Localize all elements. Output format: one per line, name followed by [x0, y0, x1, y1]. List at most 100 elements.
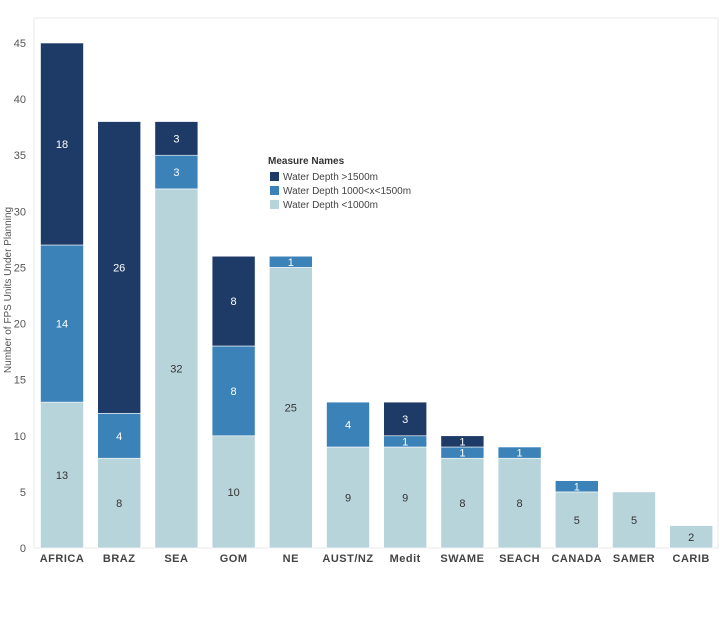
y-tick-label: 40	[14, 94, 26, 106]
data-label: 4	[116, 431, 122, 443]
data-label: 9	[345, 493, 351, 505]
bar-segment	[154, 121, 199, 156]
legend-swatch	[270, 200, 279, 209]
x-tick-label: NE	[283, 553, 299, 565]
x-tick-label: CARIB	[673, 553, 710, 565]
bar-stack: 10 8 8	[211, 255, 256, 549]
bar-segment	[268, 267, 313, 549]
data-label: 1	[517, 448, 523, 460]
x-axis: AFRICA BRAZ SEA GOM NE AUST/NZ Medit SWAME SEACH…	[40, 553, 710, 565]
bar-stack: 94	[326, 401, 370, 549]
x-tick-label: AUST/NZ	[322, 553, 373, 565]
data-label: 9	[402, 493, 408, 505]
y-axis: 0 5 10 15 20 25 30 35 40 45	[14, 38, 26, 555]
y-tick-label: 15	[14, 375, 26, 387]
data-label: 14	[56, 319, 68, 331]
bar-stack: 13 14 18	[40, 42, 84, 549]
bar-segment	[97, 121, 141, 414]
data-label: 3	[402, 414, 408, 426]
x-tick-label: BRAZ	[103, 553, 136, 565]
bar-segment	[326, 401, 370, 448]
data-label: 2	[688, 532, 694, 544]
y-tick-label: 10	[14, 431, 26, 443]
bar-segment	[383, 446, 428, 549]
bar-segment	[440, 435, 485, 448]
bar-stack: 8 11	[440, 435, 485, 549]
bar-segment	[40, 244, 84, 403]
y-tick-label: 0	[20, 543, 26, 555]
y-tick-label: 5	[20, 487, 26, 499]
data-label: 1	[459, 436, 465, 448]
bar-stack: 51	[554, 480, 599, 549]
bar-segment	[497, 446, 542, 459]
bar-segment	[554, 480, 599, 493]
data-label: 1	[459, 448, 465, 460]
bar-segment	[612, 491, 656, 549]
data-label: 8	[231, 386, 237, 398]
bar-segment	[97, 413, 141, 459]
bar-segment	[268, 255, 313, 268]
data-label: 3	[173, 133, 179, 145]
data-label: 4	[345, 420, 351, 432]
data-label: 3	[173, 167, 179, 179]
y-tick-label: 20	[14, 319, 26, 331]
legend-swatch	[270, 172, 279, 181]
data-label: 5	[631, 515, 637, 527]
bar-stack: 8 4 26	[97, 121, 141, 549]
data-label: 8	[517, 498, 523, 510]
data-label: 10	[227, 487, 239, 499]
data-label: 25	[285, 403, 297, 415]
bar-segment	[211, 345, 256, 437]
x-tick-label: CANADA	[551, 553, 602, 565]
data-label: 8	[459, 498, 465, 510]
data-label: 5	[574, 515, 580, 527]
bar-stack: 5	[612, 491, 656, 549]
data-label: 26	[113, 262, 125, 274]
x-tick-label: SEACH	[499, 553, 540, 565]
x-tick-label: SEA	[164, 553, 188, 565]
y-tick-label: 25	[14, 262, 26, 274]
data-label: 13	[56, 470, 68, 482]
bar-segment	[554, 491, 599, 549]
legend-entry: Water Depth 1000<x<1500m	[283, 186, 411, 197]
bar-segment	[211, 435, 256, 549]
bar-segment	[669, 525, 714, 549]
x-tick-label: AFRICA	[40, 553, 85, 565]
x-tick-label: GOM	[220, 553, 248, 565]
bar-stack: 81	[497, 446, 542, 549]
legend-entry: Water Depth <1000m	[283, 200, 378, 211]
bar-segment	[326, 446, 370, 549]
y-tick-label: 30	[14, 206, 26, 218]
data-label: 1	[402, 436, 408, 448]
data-label: 32	[170, 363, 182, 375]
bar-segment	[211, 255, 256, 347]
data-label: 8	[116, 498, 122, 510]
data-label: 18	[56, 139, 68, 151]
bar-stack: 25 1	[268, 255, 313, 549]
legend: Measure Names Water Depth >1500m Water De…	[268, 156, 411, 211]
bar-stack: 32 3 3	[154, 121, 199, 549]
data-label: 1	[574, 481, 580, 493]
bar-segment	[40, 42, 84, 246]
data-label: 8	[231, 296, 237, 308]
y-tick-label: 35	[14, 150, 26, 162]
x-tick-label: SWAME	[440, 553, 484, 565]
y-tick-label: 45	[14, 38, 26, 50]
bar-segment	[154, 154, 199, 190]
plot-frame	[33, 17, 719, 549]
bar-segment	[97, 457, 141, 549]
bar-segment	[440, 457, 485, 549]
legend-title: Measure Names	[268, 156, 345, 167]
bar-segment	[497, 457, 542, 549]
x-tick-label: Medit	[390, 553, 421, 565]
legend-entry: Water Depth >1500m	[283, 172, 378, 183]
x-tick-label: SAMER	[613, 553, 655, 565]
bar-segment	[383, 401, 428, 437]
bar-stack: 9 1 3	[383, 401, 428, 549]
bar-stack: 2	[669, 525, 714, 549]
legend-swatch	[270, 186, 279, 195]
data-label: 1	[288, 257, 294, 269]
y-axis-label: Number of FPS Units Under Planning	[3, 207, 14, 373]
